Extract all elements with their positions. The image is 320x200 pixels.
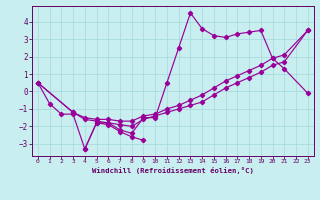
X-axis label: Windchill (Refroidissement éolien,°C): Windchill (Refroidissement éolien,°C) bbox=[92, 167, 254, 174]
